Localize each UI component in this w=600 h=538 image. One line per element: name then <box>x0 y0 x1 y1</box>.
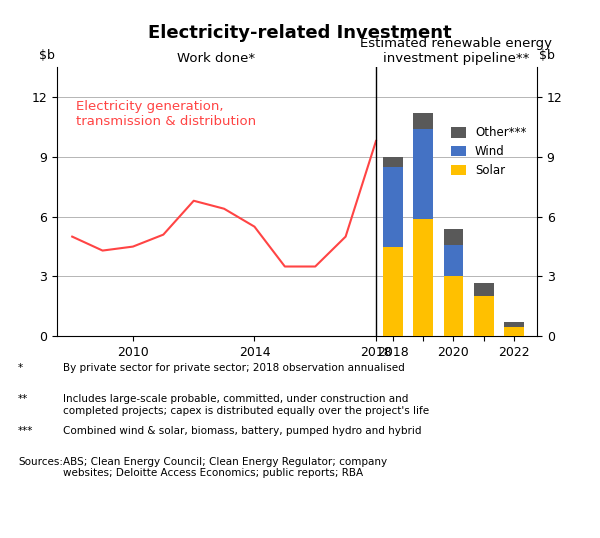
Bar <box>505 322 524 327</box>
Text: Work done*: Work done* <box>178 52 256 65</box>
Bar <box>383 157 403 167</box>
Text: *: * <box>18 363 23 373</box>
Text: $b: $b <box>539 49 555 62</box>
Text: $b: $b <box>39 49 55 62</box>
Text: **: ** <box>18 394 28 405</box>
Bar <box>413 218 433 336</box>
Text: Includes large-scale probable, committed, under construction and
completed proje: Includes large-scale probable, committed… <box>63 394 429 416</box>
Bar <box>413 113 433 129</box>
Y-axis label: $b: $b <box>0 537 1 538</box>
Bar <box>443 245 463 277</box>
Text: ABS; Clean Energy Council; Clean Energy Regulator; company
websites; Deloitte Ac: ABS; Clean Energy Council; Clean Energy … <box>63 457 387 478</box>
Text: Estimated renewable energy
investment pipeline**: Estimated renewable energy investment pi… <box>361 37 553 65</box>
Bar <box>505 327 524 336</box>
Bar <box>474 284 494 296</box>
Text: Sources:: Sources: <box>18 457 63 467</box>
Text: By private sector for private sector; 2018 observation annualised: By private sector for private sector; 20… <box>63 363 405 373</box>
Bar <box>443 229 463 245</box>
Bar <box>474 296 494 336</box>
Legend: Other***, Wind, Solar: Other***, Wind, Solar <box>446 122 531 182</box>
Text: ***: *** <box>18 426 34 436</box>
Text: Combined wind & solar, biomass, battery, pumped hydro and hybrid: Combined wind & solar, biomass, battery,… <box>63 426 421 436</box>
Bar <box>383 167 403 246</box>
Bar <box>443 277 463 336</box>
Text: Electricity-related Investment: Electricity-related Investment <box>148 24 452 42</box>
Text: Electricity generation,
transmission & distribution: Electricity generation, transmission & d… <box>76 100 256 128</box>
Bar <box>413 129 433 218</box>
Bar <box>383 246 403 336</box>
